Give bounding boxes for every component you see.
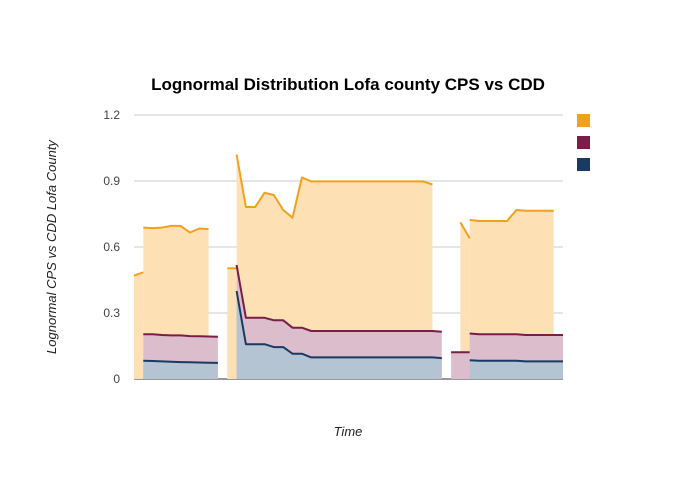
series-3-line: [235, 290, 442, 360]
series-2-line: [143, 333, 218, 338]
legend: [577, 114, 590, 171]
legend-swatch-3: [577, 158, 590, 171]
series-3-area: [236, 291, 442, 379]
series-1-area: [134, 272, 144, 379]
series-2-line: [469, 332, 563, 336]
legend-swatch-2: [577, 136, 590, 149]
series-1-line: [235, 154, 433, 219]
legend-swatch-1: [577, 114, 590, 127]
series-1-line: [459, 221, 471, 239]
y-tick-label: 1.2: [103, 108, 120, 122]
series-2-line: [235, 264, 442, 333]
y-tick-label: 0.3: [103, 306, 120, 320]
x-axis-label: Time: [334, 424, 363, 439]
series-1-line: [133, 271, 144, 277]
series-2-area: [451, 352, 470, 379]
y-tick-label: 0.6: [103, 240, 120, 254]
y-tick-label: 0.9: [103, 174, 120, 188]
series-3-area: [469, 360, 563, 379]
series-1-area: [460, 222, 470, 379]
series-3-line: [143, 359, 218, 364]
series-1-line: [143, 224, 209, 234]
series-1-line: [469, 209, 554, 222]
plot-area: [133, 154, 563, 379]
y-axis-ticks: 0 0.3 0.6 0.9 1.2: [103, 108, 120, 386]
series-1-area: [227, 268, 237, 379]
y-axis-label: Lognormal CPS vs CDD Lofa County: [44, 139, 59, 354]
series-3-line: [469, 359, 563, 363]
series-3-area: [143, 360, 218, 379]
chart-title: Lognormal Distribution Lofa county CPS v…: [151, 75, 545, 94]
y-tick-label: 0: [113, 372, 120, 386]
